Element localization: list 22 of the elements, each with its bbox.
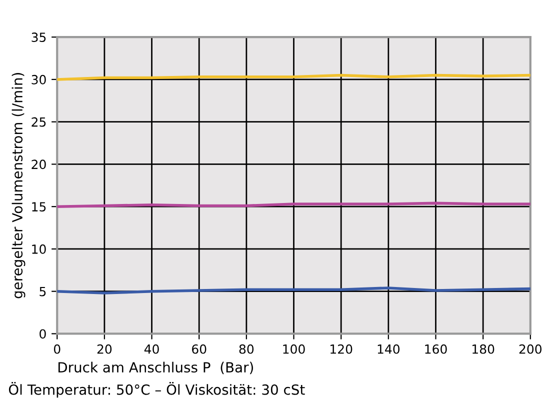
text: Öl Temperatur: 50°C – Öl Viskosität: 30 cSt bbox=[8, 382, 305, 398]
x-tick-label: 80 bbox=[239, 344, 254, 354]
y-tick-label: 35 bbox=[32, 32, 46, 42]
x-axis-title: Druck am Anschluss P (Bar) bbox=[58, 362, 253, 374]
x-tick-label: 0 bbox=[54, 344, 60, 354]
x-tick-label: 20 bbox=[97, 344, 112, 354]
x-tick-label: 120 bbox=[330, 344, 352, 354]
x-tick-label: 160 bbox=[425, 344, 447, 354]
x-tick-label: 140 bbox=[378, 344, 400, 354]
y-tick-label: 30 bbox=[32, 74, 46, 84]
y-tick-label: 25 bbox=[32, 117, 46, 127]
x-tick-label: 60 bbox=[192, 344, 206, 354]
y-tick-label: 15 bbox=[32, 202, 46, 212]
y-tick-label: 5 bbox=[40, 286, 46, 296]
y-axis-title: geregelter Volumenstrom (l/min) bbox=[12, 73, 26, 298]
x-tick-label: 200 bbox=[519, 344, 542, 354]
y-tick-label: 10 bbox=[32, 244, 46, 254]
x-tick-label: 40 bbox=[144, 344, 159, 354]
x-tick-label: 180 bbox=[472, 344, 494, 354]
y-tick-label: 0 bbox=[40, 329, 46, 339]
x-tick-label: 100 bbox=[283, 344, 305, 354]
y-tick-label: 20 bbox=[32, 160, 46, 170]
